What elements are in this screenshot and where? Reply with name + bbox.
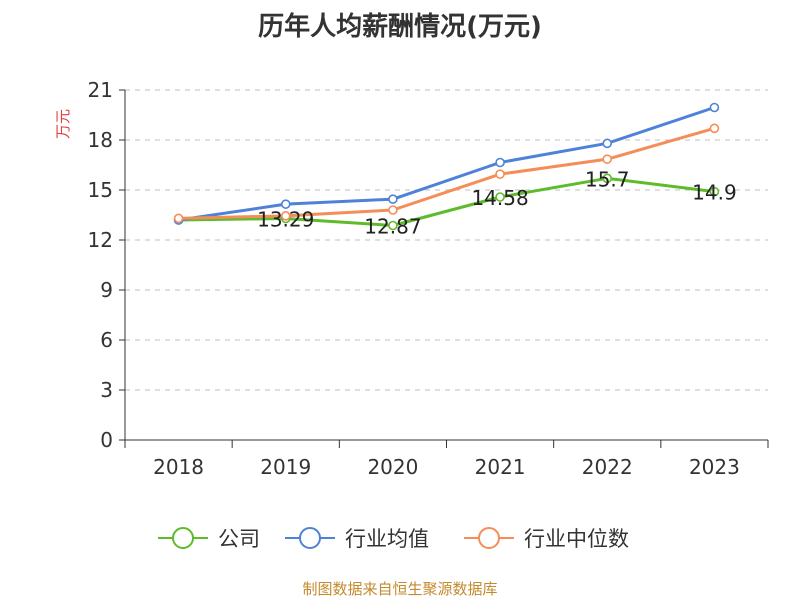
data-point [495,169,505,179]
y-tick-label: 18 [88,128,113,152]
data-point [280,211,291,221]
x-tick-label: 2020 [367,455,418,479]
x-tick-label: 2021 [475,455,526,479]
legend-marker[interactable] [172,527,194,549]
data-point [709,102,720,113]
data-label: 13.29 [257,208,314,232]
data-label: 15.7 [585,167,630,191]
y-tick-label: 21 [88,78,113,102]
data-point [709,123,720,134]
series-group [173,102,720,231]
y-tick-label: 0 [100,428,113,452]
legend-label[interactable]: 公司 [218,527,260,551]
data-point [602,173,613,184]
legend-label[interactable]: 行业均值 [345,527,429,551]
y-tick-label: 12 [88,228,113,252]
y-tick-label: 6 [100,328,113,352]
source-footer: 制图数据来自恒生聚源数据库 [302,580,498,598]
series-line-2 [178,126,715,220]
data-point [602,138,613,149]
data-point [388,220,398,231]
data-point [495,157,505,168]
series-line-1 [178,106,715,222]
x-tick-label: 2018 [153,455,204,479]
data-label: 12.87 [364,215,421,239]
grid-lines [125,89,768,391]
data-point [388,194,398,204]
data-label: 14.9 [692,181,737,205]
x-tick-label: 2022 [582,455,633,479]
chart-title: 历年人均薪酬情况(万元) [258,12,542,42]
data-point [495,192,505,202]
data-point [173,213,184,224]
y-tick-label: 15 [88,178,113,202]
data-point [388,205,398,215]
legend[interactable]: 公司 行业均值 行业中位数 [158,527,629,551]
data-label: 14.58 [471,186,528,210]
data-point [709,186,720,197]
y-tick-label: 9 [100,278,113,302]
data-point [280,199,291,209]
y-tick-label: 3 [100,378,113,402]
data-labels: 13.29 12.87 14.58 15.7 14.9 [257,167,737,238]
legend-label[interactable]: 行业中位数 [524,527,629,551]
x-tick-label: 2019 [260,455,311,479]
axes: 0 3 6 9 12 15 18 21 2018 2019 2020 2021 2022 2023 万元 [54,78,769,479]
series-line-0 [178,176,715,227]
data-point [602,154,613,164]
y-axis-label: 万元 [54,109,72,139]
legend-marker[interactable] [299,527,321,549]
legend-marker[interactable] [478,527,500,549]
x-tick-label: 2023 [689,455,740,479]
